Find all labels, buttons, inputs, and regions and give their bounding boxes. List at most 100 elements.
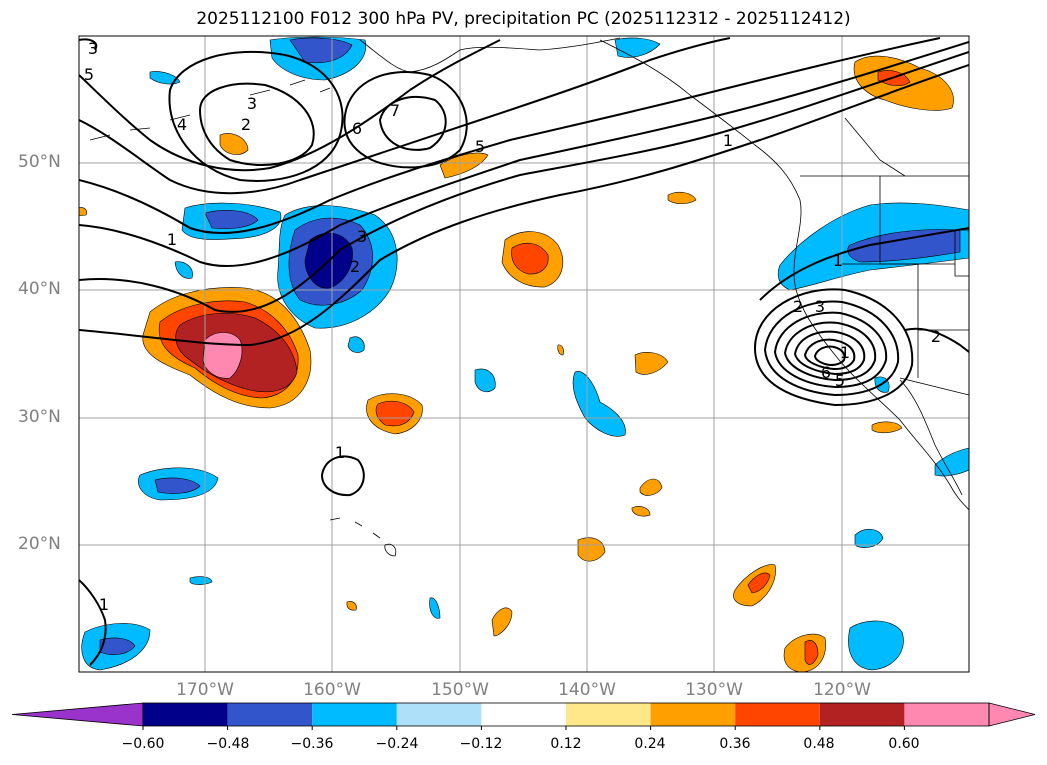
contour-label: 2 xyxy=(793,297,803,316)
precip-negative-region xyxy=(934,447,969,477)
contour-label: 1 xyxy=(99,595,109,614)
lon-label-150w: 150°W xyxy=(431,680,489,700)
pv-contour-line xyxy=(79,41,969,268)
contour-labels: 3 5 3 2 4 7 6 5 1 1 3 2 1 2 3 1 6 5 2 1 … xyxy=(84,39,941,614)
contour-label: 1 xyxy=(167,230,177,249)
precip-negative-region xyxy=(174,261,193,279)
alaska-coast xyxy=(359,37,621,73)
lon-label-140w: 140°W xyxy=(558,680,616,700)
lon-label-160w: 160°W xyxy=(303,680,361,700)
pv-contour-line xyxy=(793,330,866,376)
pv-contour-line xyxy=(320,455,365,497)
precip-negative-region xyxy=(429,597,441,619)
precip-negative-region xyxy=(204,210,259,230)
precip-positive-region xyxy=(667,191,697,205)
pv-contour-line xyxy=(79,39,501,172)
precip-positive-region xyxy=(557,344,564,356)
lat-label-30n: 30°N xyxy=(18,407,61,427)
precip-negative-region xyxy=(848,620,904,671)
lat-label-20n: 20°N xyxy=(18,534,61,554)
pv-contour-line xyxy=(79,38,98,51)
lat-label-50n: 50°N xyxy=(18,152,61,172)
colorbar-tick-label: −0.36 xyxy=(290,736,334,752)
colorbar-tick-label: −0.48 xyxy=(206,736,250,752)
precip-negative-region xyxy=(149,71,181,85)
colorbar-tick-label: 0.36 xyxy=(719,736,751,752)
pv-contour-line xyxy=(763,300,900,397)
precip-positive-region xyxy=(219,133,249,155)
hawaii-islands xyxy=(329,517,397,557)
lat-label-40n: 40°N xyxy=(18,279,61,299)
precip-positive-region xyxy=(631,506,651,517)
precip-positive-region xyxy=(511,242,549,275)
contour-label: 1 xyxy=(840,343,850,362)
lon-label-120w: 120°W xyxy=(813,680,871,700)
precip-positive-region xyxy=(491,607,513,637)
contour-label: 6 xyxy=(352,119,362,138)
colorbar-tick-label: 0.12 xyxy=(550,736,582,752)
precip-negative-region xyxy=(572,371,626,437)
lon-label-130w: 130°W xyxy=(685,680,743,700)
precip-shading xyxy=(79,36,969,672)
contour-label: 6 xyxy=(821,363,831,382)
pv-contour-line xyxy=(378,95,447,151)
map-plot-area: 3 5 3 2 4 7 6 5 1 1 3 2 1 2 3 1 6 5 2 1 … xyxy=(79,36,969,672)
contour-label: 2 xyxy=(241,115,251,134)
precip-negative-region xyxy=(99,637,136,655)
precip-negative-region xyxy=(289,37,353,64)
contour-label: 3 xyxy=(815,297,825,316)
pv-contour-line xyxy=(783,321,877,382)
contour-label: 1 xyxy=(723,131,733,150)
contour-label: 5 xyxy=(84,65,94,84)
precip-positive-region xyxy=(804,640,819,665)
precip-negative-region xyxy=(614,37,661,58)
precip-positive-region xyxy=(871,421,903,434)
contour-label: 7 xyxy=(390,101,400,120)
north-american-coastline xyxy=(599,39,969,511)
precip-positive-region xyxy=(577,537,606,562)
pv-contour-line xyxy=(803,338,856,371)
contour-label: 4 xyxy=(177,115,187,134)
colorbar-tick-label: 0.60 xyxy=(888,736,920,752)
pv-contour-line xyxy=(813,345,846,367)
pv-contour-line xyxy=(343,70,468,169)
contour-label: 1 xyxy=(335,443,345,462)
colorbar-tick-label: 0.24 xyxy=(634,736,666,752)
colorbar-tick-label: −0.60 xyxy=(121,736,165,752)
gulf-of-california-coast xyxy=(899,379,963,496)
precip-positive-region xyxy=(375,400,415,427)
pv-contour-line xyxy=(79,51,969,313)
precip-positive-region xyxy=(747,572,771,594)
coastlines xyxy=(89,37,969,557)
contour-label: 3 xyxy=(247,94,257,113)
lon-label-170w: 170°W xyxy=(176,680,234,700)
precip-negative-region xyxy=(189,576,213,585)
contour-label: 3 xyxy=(88,39,98,58)
pv-contour-line xyxy=(773,311,888,389)
pv-contour-line xyxy=(198,82,315,166)
precip-positive-region xyxy=(79,207,87,217)
contour-label: 2 xyxy=(931,327,941,346)
map-title: 2025112100 F012 300 hPa PV, precipitatio… xyxy=(196,9,851,29)
pv-contour-line xyxy=(79,64,969,347)
pv-contour-line xyxy=(79,579,107,666)
pv-contour-line xyxy=(904,327,969,353)
pv-contour-line xyxy=(168,51,344,182)
precip-negative-region xyxy=(154,477,201,494)
pv-contour-line xyxy=(753,288,914,407)
contour-label: 3 xyxy=(357,227,367,246)
precip-negative-region xyxy=(347,336,365,353)
precip-positive-region xyxy=(202,332,243,379)
precip-negative-region xyxy=(474,368,496,393)
precip-positive-region xyxy=(634,352,669,375)
state-border xyxy=(844,117,906,177)
colorbar-tick-label: 0.48 xyxy=(803,736,835,752)
precip-positive-region xyxy=(346,601,357,611)
us-mexico-border xyxy=(899,377,969,396)
state-border xyxy=(842,263,969,331)
precip-negative-region xyxy=(847,229,961,263)
pv-contours xyxy=(79,37,969,666)
contour-label: 2 xyxy=(350,257,360,276)
map-frame xyxy=(78,35,970,673)
